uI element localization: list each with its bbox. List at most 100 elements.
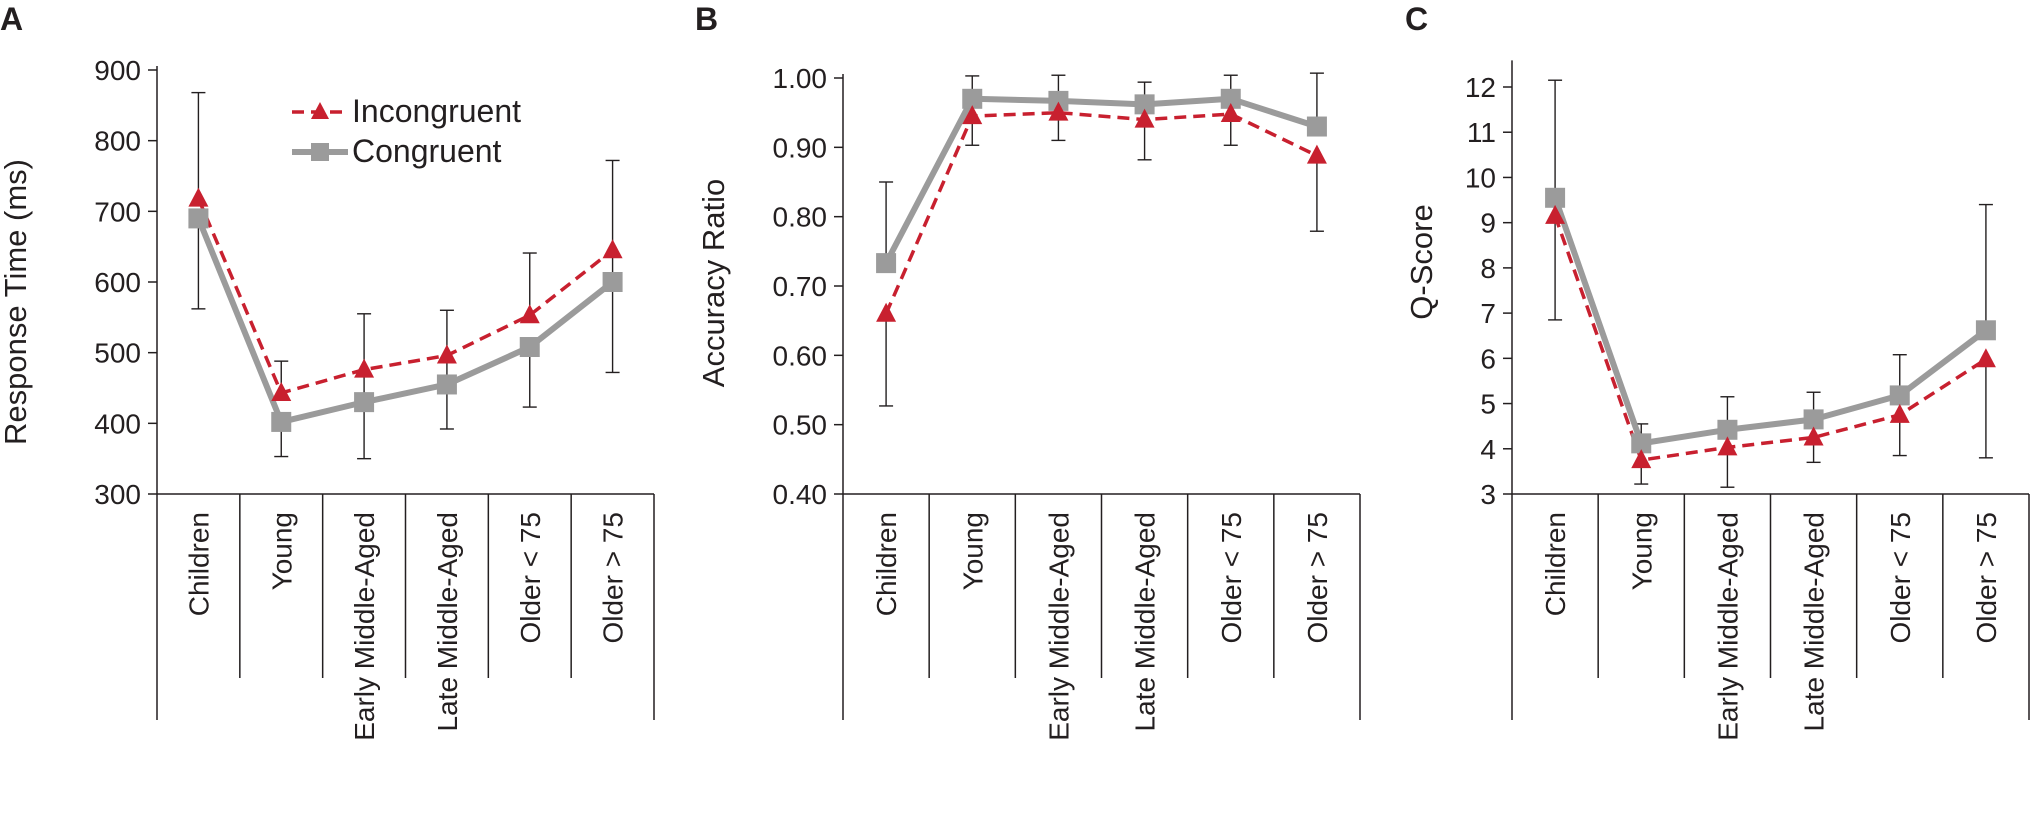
panel-b-incongruent-point xyxy=(1306,144,1327,164)
panel-c-incongruent-point xyxy=(1545,204,1566,224)
panel-a-category-label: Early Middle-Aged xyxy=(349,512,380,741)
panel-b-category-label: Children xyxy=(871,512,902,616)
panel-b-incongruent-point xyxy=(1048,101,1069,121)
panel-b-category-label: Late Middle-Aged xyxy=(1130,512,1161,731)
panel-c-y-tick-label: 7 xyxy=(1480,298,1496,329)
panel-c: C Q-Score 3 4 5 6 7 8 9 10 11 12 Children Young Earl… xyxy=(1404,1,2030,741)
panel-c-y-tick-label: 10 xyxy=(1465,162,1496,193)
panel-b-plot-area: 0.40 0.50 0.60 0.70 0.80 0.90 1.00 Children Youn… xyxy=(773,63,1361,741)
panel-b-category-label: Young xyxy=(957,512,988,590)
legend-incongruent-triangle-icon xyxy=(311,102,329,119)
panel-a-incongruent-point xyxy=(436,344,457,364)
panel-c-y-tick-label: 6 xyxy=(1480,343,1496,374)
panel-b-y-tick-label: 0.90 xyxy=(773,132,828,163)
panel-a-incongruent-point xyxy=(602,239,623,259)
panel-b-congruent-point xyxy=(1220,88,1241,109)
panel-a-category-label: Older > 75 xyxy=(598,512,629,644)
panel-b-category-label: Older > 75 xyxy=(1302,512,1333,644)
panel-c-y-axis-title: Q-Score xyxy=(1404,204,1439,319)
panel-a-congruent-point xyxy=(188,208,209,229)
panel-c-category-label: Late Middle-Aged xyxy=(1799,512,1830,731)
panel-a-congruent-point xyxy=(436,374,457,395)
panel-c-category-label: Young xyxy=(1626,512,1657,590)
panel-b-incongruent-point xyxy=(1220,103,1241,123)
panel-b-y-tick-label: 0.80 xyxy=(773,202,828,233)
panel-b-congruent-point xyxy=(1134,94,1155,115)
panel-a-y-tick-label: 400 xyxy=(94,408,141,439)
panel-a-plot-area: 300 400 500 600 700 800 900 Children Young Early … xyxy=(94,55,655,741)
panel-b-incongruent-point xyxy=(962,105,983,125)
panel-a-congruent-point xyxy=(602,272,623,292)
panel-c-incongruent-point xyxy=(1889,403,1910,423)
panel-b-congruent-point xyxy=(1048,90,1069,111)
panel-c-congruent-point xyxy=(1545,187,1566,208)
panel-c-y-tick-label: 12 xyxy=(1465,72,1496,103)
panel-c-y-tick-label: 11 xyxy=(1467,117,1496,148)
panel-b-congruent-line xyxy=(883,95,1318,265)
panel-c-category-label: Older > 75 xyxy=(1971,512,2002,644)
panel-b-letter: B xyxy=(695,1,718,37)
panel-a-category-label: Young xyxy=(266,512,297,590)
panel-a-congruent-line xyxy=(195,217,615,425)
panel-a-congruent-point xyxy=(519,337,540,358)
legend-congruent-label: Congruent xyxy=(352,133,502,169)
panel-a-y-tick-label: 900 xyxy=(94,55,141,86)
panel-a-congruent-point xyxy=(354,392,375,413)
panel-c-congruent-point xyxy=(1975,320,1996,341)
panel-a-category-label: Older < 75 xyxy=(515,512,546,644)
panel-c-y-tick-label: 4 xyxy=(1480,434,1496,465)
panel-c-y-tick-label: 9 xyxy=(1480,208,1496,239)
panel-a-incongruent-point xyxy=(188,187,209,207)
panel-b-y-tick-label: 0.40 xyxy=(773,479,828,510)
panel-a-incongruent-point xyxy=(519,304,540,324)
panel-b-y-axis-title: Accuracy Ratio xyxy=(696,179,731,387)
panel-c-category-label: Children xyxy=(1540,512,1571,616)
panel-b-category-label: Older < 75 xyxy=(1216,512,1247,644)
panel-a-y-tick-label: 500 xyxy=(94,338,141,369)
panel-a-letter: A xyxy=(0,1,23,37)
panel-c-plot-area: 3 4 5 6 7 8 9 10 11 12 Children Young Early Middle-A… xyxy=(1465,60,2030,741)
panel-b: B Accuracy Ratio 0.40 0.50 0.60 0.70 0.80 0.9… xyxy=(695,1,1361,741)
panel-c-congruent-line xyxy=(1552,196,1988,447)
panel-c-incongruent-line xyxy=(1553,215,1987,462)
panel-c-category-label: Older < 75 xyxy=(1885,512,1916,644)
panel-a-congruent-point xyxy=(271,411,292,432)
panel-a-y-tick-label: 600 xyxy=(94,267,141,298)
legend-incongruent-label: Incongruent xyxy=(352,93,521,129)
panel-c-congruent-point xyxy=(1717,419,1738,440)
panel-c-congruent-point xyxy=(1803,409,1824,430)
panel-c-incongruent-point xyxy=(1975,348,1996,368)
panel-b-incongruent-point xyxy=(876,302,897,322)
panel-a-y-tick-label: 300 xyxy=(94,479,141,510)
panel-c-incongruent-point xyxy=(1803,426,1824,446)
panel-a-y-tick-label: 800 xyxy=(94,126,141,157)
panel-b-y-tick-label: 0.50 xyxy=(773,410,828,441)
panel-a-incongruent-point xyxy=(354,358,375,378)
panel-c-y-tick-label: 8 xyxy=(1480,253,1496,284)
panel-b-congruent-point xyxy=(1306,116,1327,137)
legend-congruent-square-icon xyxy=(311,143,329,161)
panel-b-incongruent-point xyxy=(1134,108,1155,128)
panel-b-congruent-point xyxy=(962,88,983,109)
panel-a-incongruent-point xyxy=(271,381,292,401)
panel-c-category-label: Early Middle-Aged xyxy=(1712,512,1743,741)
panel-b-incongruent-line xyxy=(884,110,1318,315)
panel-c-incongruent-point xyxy=(1631,449,1652,469)
panel-a-category-label: Children xyxy=(183,512,214,616)
panel-b-category-label: Early Middle-Aged xyxy=(1043,512,1074,741)
panel-c-letter: C xyxy=(1405,1,1428,37)
panel-c-incongruent-point xyxy=(1717,436,1738,456)
legend: Incongruent Congruent xyxy=(292,93,521,169)
panel-b-congruent-point xyxy=(876,253,897,274)
panel-c-y-tick-label: 5 xyxy=(1480,389,1496,420)
panel-a: A Response Time (ms) 300 400 500 600 700 800 9… xyxy=(0,1,655,741)
panel-b-y-tick-label: 1.00 xyxy=(773,63,828,94)
panel-c-y-tick-label: 3 xyxy=(1480,479,1496,510)
panel-b-y-tick-label: 0.60 xyxy=(773,340,828,371)
panel-b-y-tick-label: 0.70 xyxy=(773,271,828,302)
panel-a-incongruent-line xyxy=(196,197,614,395)
panel-c-congruent-point xyxy=(1889,385,1910,406)
panel-a-y-tick-label: 700 xyxy=(94,196,141,227)
panel-a-category-label: Late Middle-Aged xyxy=(432,512,463,731)
